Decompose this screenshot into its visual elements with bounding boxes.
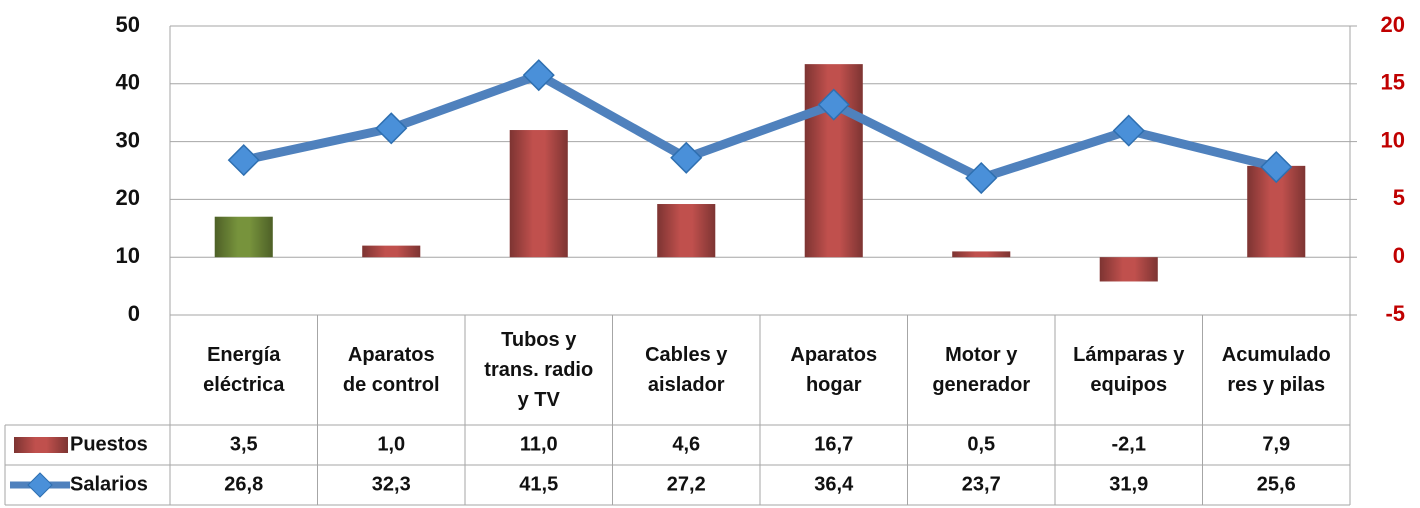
bar-shade xyxy=(1099,257,1158,282)
category-cell: Tubos y trans. radio y TV xyxy=(484,329,594,411)
table-value: 16,7 xyxy=(814,433,853,455)
marker xyxy=(522,59,555,92)
table-value: 7,9 xyxy=(1262,433,1290,455)
bar-shade xyxy=(214,216,273,258)
bar-shade xyxy=(509,130,568,258)
bar-shade xyxy=(657,204,716,258)
table-value: 41,5 xyxy=(519,473,558,495)
table-value: 27,2 xyxy=(667,473,706,495)
table-value: 32,3 xyxy=(372,473,411,495)
x-tick-label: Tubos y trans. radio y TV xyxy=(484,329,594,411)
table-value: 23,7 xyxy=(962,473,1001,495)
category-cell: Aparatos hogar xyxy=(790,344,878,396)
table-value: -2,1 xyxy=(1112,433,1146,455)
x-tick-label: Lámparas y equipos xyxy=(1073,344,1185,396)
category-cell: Energía eléctrica xyxy=(203,344,285,396)
table-value: 4,6 xyxy=(672,433,700,455)
marker xyxy=(817,88,850,121)
y2-tick-label: 15 xyxy=(1381,70,1405,95)
legend-swatch-shade xyxy=(14,437,68,453)
table-value: 31,9 xyxy=(1109,473,1148,495)
y-tick-label: 0 xyxy=(128,301,140,326)
y2-tick-label: 20 xyxy=(1381,12,1405,37)
y2-tick-label: 10 xyxy=(1381,127,1405,152)
y-tick-label: 50 xyxy=(116,12,140,37)
marker xyxy=(965,161,998,195)
y2-tick-label: 0 xyxy=(1393,243,1405,268)
category-cell: Cables y aislador xyxy=(645,344,728,396)
table-value: 36,4 xyxy=(814,473,854,495)
x-tick-label: Energía eléctrica xyxy=(203,344,285,396)
marker xyxy=(1112,114,1145,147)
y2-tick-label: 5 xyxy=(1393,185,1405,210)
marker xyxy=(375,112,408,145)
bar-shade xyxy=(362,245,421,258)
category-cell: Aparatos de control xyxy=(342,344,440,396)
marker xyxy=(670,141,703,174)
y-tick-label: 10 xyxy=(116,243,140,268)
bar-shade xyxy=(952,251,1011,258)
legend-label: Salarios xyxy=(70,473,148,495)
y-tick-label: 20 xyxy=(116,185,140,210)
x-tick-label: Acumulado res y pilas xyxy=(1221,344,1331,396)
y2-tick-label: -5 xyxy=(1385,301,1405,326)
table-value: 3,5 xyxy=(230,433,258,455)
table-value: 1,0 xyxy=(377,433,405,455)
legend-marker xyxy=(27,472,53,498)
x-tick-label: Aparatos de control xyxy=(342,344,440,396)
category-cell: Acumulado res y pilas xyxy=(1221,344,1331,396)
table-value: 11,0 xyxy=(520,433,558,455)
y-tick-label: 40 xyxy=(116,70,140,95)
table-value: 25,6 xyxy=(1257,473,1296,495)
y-tick-label: 30 xyxy=(116,127,140,152)
x-tick-label: Cables y aislador xyxy=(645,344,728,396)
marker xyxy=(1260,150,1293,184)
x-tick-label: Aparatos hogar xyxy=(790,344,878,396)
table-value: 0,5 xyxy=(967,433,995,455)
category-cell: Motor y generador xyxy=(932,344,1031,396)
table-value: 26,8 xyxy=(224,473,263,495)
marker xyxy=(227,144,260,177)
x-tick-label: Motor y generador xyxy=(932,344,1031,396)
category-cell: Lámparas y equipos xyxy=(1073,344,1185,396)
legend-label: Puestos xyxy=(70,433,148,455)
line xyxy=(242,70,1278,183)
